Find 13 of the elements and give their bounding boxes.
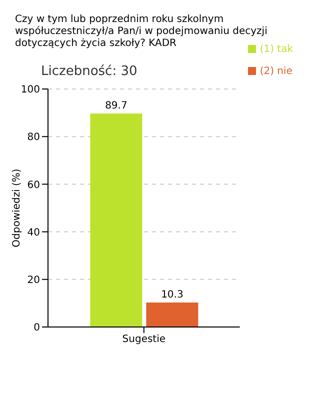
chart-subtitle: Liczebność: 30 xyxy=(41,64,138,79)
y-tick-label: 40 xyxy=(27,227,40,238)
legend-label: (2) nie xyxy=(260,66,292,77)
y-tick-label: 80 xyxy=(27,132,40,144)
y-tick-label: 0 xyxy=(34,322,40,334)
x-tick-label: Sugestie xyxy=(122,334,166,346)
y-tick-label: 20 xyxy=(27,274,40,286)
y-axis-title: Odpowiedzi (%) xyxy=(12,168,23,248)
y-tick-label: 100 xyxy=(20,84,40,96)
data-label: 10.3 xyxy=(161,289,184,300)
y-tick-label: 60 xyxy=(27,180,40,191)
data-label: 89.7 xyxy=(105,100,128,112)
legend-label: (1) tak xyxy=(260,44,293,55)
